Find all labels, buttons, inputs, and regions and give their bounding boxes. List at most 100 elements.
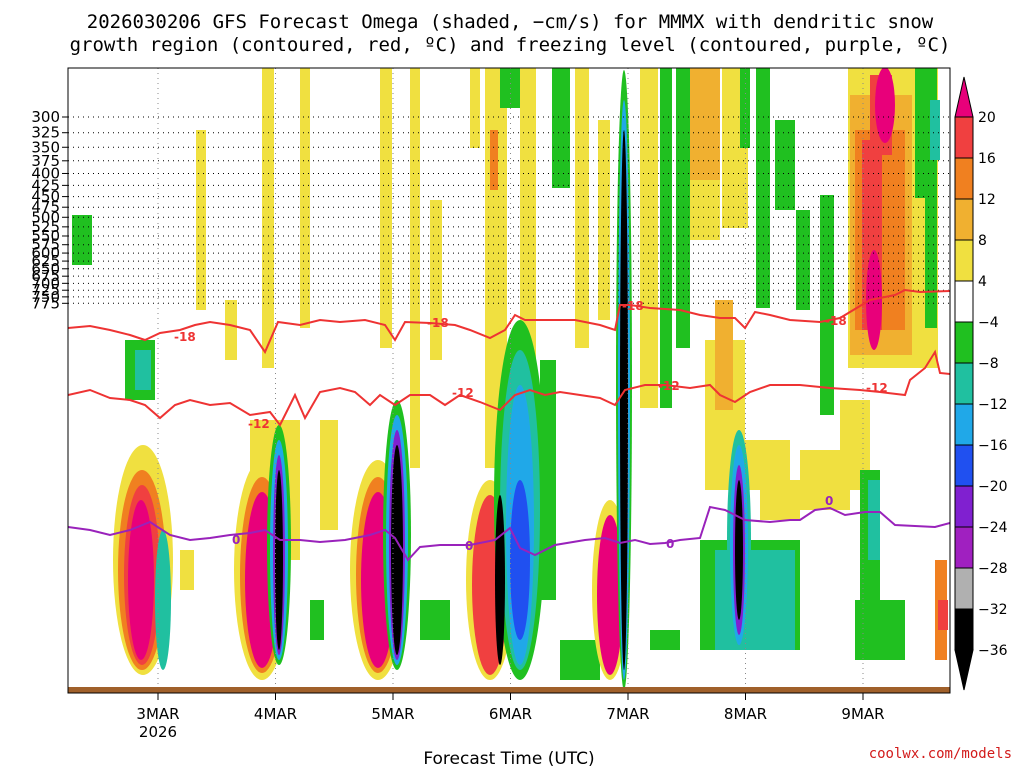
colorbar-swatch xyxy=(954,321,974,364)
shade-black xyxy=(495,495,505,665)
shade-teal xyxy=(135,350,151,390)
x-tick-label: 7MAR xyxy=(606,705,649,723)
colorbar-label: 16 xyxy=(978,151,996,167)
shade-black xyxy=(620,130,628,670)
y-tick-label: 775 xyxy=(31,294,60,312)
shade-green xyxy=(915,68,927,198)
colorbar-swatch xyxy=(954,198,974,241)
credit-text: coolwx.com/models xyxy=(869,746,1012,762)
shade-teal xyxy=(715,550,795,650)
y-tick-label: 550 xyxy=(31,227,60,245)
y-tick-label: 450 xyxy=(31,188,60,206)
y-tick-label: 725 xyxy=(31,281,60,299)
shade-black xyxy=(735,480,743,620)
shade-yellow xyxy=(262,68,274,368)
colorbar-label: −4 xyxy=(978,315,999,331)
shade-yellow xyxy=(575,68,589,348)
shade-yellow xyxy=(320,420,338,530)
shade-red xyxy=(938,600,948,630)
shade-green xyxy=(660,68,672,408)
y-tick-label: 400 xyxy=(31,164,60,182)
contour-label-0: 0 xyxy=(666,537,674,551)
y-tick-label: 625 xyxy=(31,252,60,270)
contour-label-minus-12: -12 xyxy=(248,417,270,431)
colorbar-swatch xyxy=(954,485,974,528)
x-tick-label: 3MAR xyxy=(136,705,179,723)
colorbar-swatch xyxy=(954,239,974,282)
x-tick-label: 4MAR xyxy=(254,705,297,723)
shade-yellow xyxy=(598,120,610,320)
terrain-strip xyxy=(68,687,950,693)
colorbar-swatch xyxy=(954,403,974,446)
shade-magenta xyxy=(875,68,895,143)
shade-green xyxy=(310,600,324,640)
contour-label-minus-18: -18 xyxy=(622,299,644,313)
shade-green xyxy=(420,600,450,640)
colorbar-label: −36 xyxy=(978,643,1008,659)
x-year-label: 2026 xyxy=(139,723,177,741)
contours: -18 -18 -18 -18 -12 -12 -12 -12 0 0 0 0 xyxy=(68,288,950,562)
contour-line-minus-12 xyxy=(68,349,950,427)
x-axis: 3MAR 4MAR 5MAR 6MAR 7MAR 8MAR 9MAR xyxy=(136,693,885,723)
shade-black xyxy=(391,445,403,655)
contour-line-minus-18 xyxy=(68,288,950,355)
colorbar-label: 4 xyxy=(978,274,987,290)
colorbar-label: −24 xyxy=(978,520,1008,536)
colorbar-label: −20 xyxy=(978,479,1008,495)
shade-yellow xyxy=(410,68,420,468)
contour-label-minus-12: -12 xyxy=(658,379,680,393)
shade-magenta xyxy=(128,500,154,660)
colorbar-swatch xyxy=(954,608,974,651)
contour-label-minus-18: -18 xyxy=(174,330,196,344)
shade-magenta xyxy=(597,515,623,675)
shade-green xyxy=(676,68,690,348)
shade-green xyxy=(820,195,834,415)
shade-green xyxy=(796,210,810,310)
y-tick-label: 700 xyxy=(31,274,60,292)
colorbar-swatch xyxy=(954,157,974,200)
shade-green xyxy=(552,68,570,188)
shade-yellow xyxy=(380,68,392,348)
y-tick-label: 425 xyxy=(31,176,60,194)
colorbar-label: −16 xyxy=(978,438,1008,454)
colorbar-swatch xyxy=(954,444,974,487)
shade-green xyxy=(775,120,795,210)
shade-yellow xyxy=(760,480,800,520)
shade-tan xyxy=(715,300,733,410)
colorbar-swatch xyxy=(954,362,974,405)
contour-label-0: 0 xyxy=(825,494,833,508)
y-tick-label: 575 xyxy=(31,236,60,254)
shade-teal xyxy=(868,480,880,560)
shade-green xyxy=(560,640,600,680)
colorbar: 20 16 12 8 4 −4 −8 −12 −16 −20 −24 −28 −32 −36 xyxy=(954,76,1008,691)
colorbar-swatch xyxy=(954,567,974,610)
grid xyxy=(68,68,950,693)
colorbar-swatch xyxy=(954,116,974,159)
x-tick-label: 9MAR xyxy=(841,705,884,723)
x-tick-label: 6MAR xyxy=(489,705,532,723)
colorbar-label: 12 xyxy=(978,192,996,208)
shade-green xyxy=(72,215,92,265)
shade-darkblue xyxy=(510,480,530,640)
colorbar-label: −32 xyxy=(978,602,1008,618)
y-tick-label: 375 xyxy=(31,152,60,170)
contour-label-minus-18: -18 xyxy=(427,316,449,330)
y-tick-label: 325 xyxy=(31,124,60,142)
shade-green xyxy=(756,68,770,308)
colorbar-swatch xyxy=(954,280,974,323)
x-axis-label: Forecast Time (UTC) xyxy=(423,749,594,768)
y-tick-label: 675 xyxy=(31,267,60,285)
y-tick-label: 650 xyxy=(31,260,60,278)
contour-label-minus-12: -12 xyxy=(866,381,888,395)
y-tick-label: 350 xyxy=(31,138,60,156)
chart-title-line-1: 2026030206 GFS Forecast Omega (shaded, −… xyxy=(87,11,934,33)
contour-labels: -18 -18 -18 -18 -12 -12 -12 -12 0 0 0 0 xyxy=(174,299,888,553)
x-tick-label: 8MAR xyxy=(724,705,767,723)
shade-orange xyxy=(490,130,498,190)
plot-frame xyxy=(67,67,951,694)
shade-green xyxy=(855,600,905,660)
colorbar-arrow-bottom xyxy=(954,649,974,691)
shade-yellow xyxy=(470,68,480,148)
shade-green xyxy=(650,630,680,650)
